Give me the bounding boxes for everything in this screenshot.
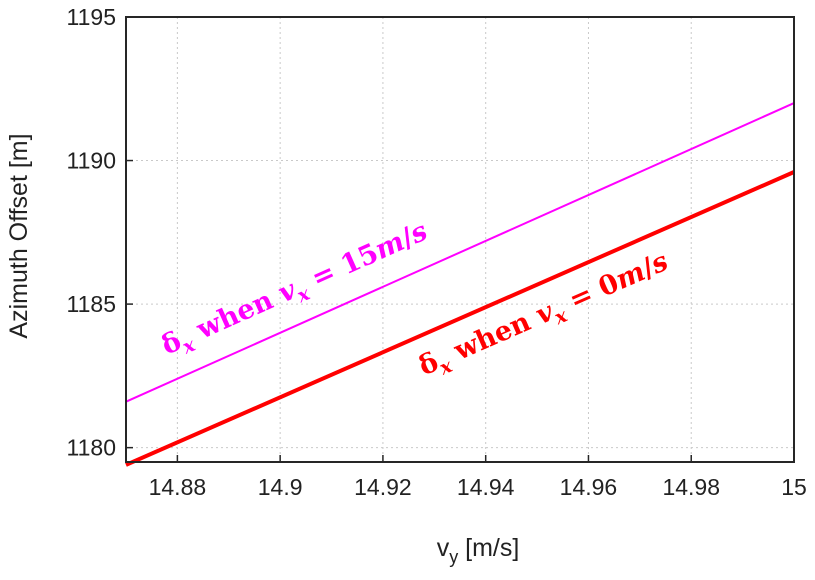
x-tick-label: 14.96 bbox=[560, 474, 618, 500]
x-tick-label: 14.98 bbox=[662, 474, 720, 500]
series-label-vx-0: δx when vx = 0m/s bbox=[414, 246, 675, 387]
x-tick-label: 14.88 bbox=[149, 474, 207, 500]
plot-frame bbox=[125, 16, 795, 463]
y-axis-label: Azimuth Offset [m] bbox=[5, 133, 33, 338]
x-tick-label: 14.9 bbox=[258, 474, 303, 500]
x-tick-label: 15 bbox=[781, 474, 807, 500]
grid-lines bbox=[126, 16, 795, 462]
axis-ticks: 14.88 14.9 14.92 14.94 14.96 14.98 15 1180 1185 1… bbox=[67, 4, 807, 500]
y-tick-label: 1180 bbox=[67, 435, 116, 461]
y-tick-label: 1195 bbox=[67, 4, 116, 30]
x-tick-label: 14.92 bbox=[354, 474, 412, 500]
series-line-1 bbox=[125, 170, 795, 467]
x-axis-label: vy [m/s] bbox=[437, 534, 520, 567]
y-tick-label: 1190 bbox=[67, 148, 116, 174]
x-tick-label: 14.94 bbox=[457, 474, 515, 500]
y-tick-label: 1185 bbox=[67, 291, 116, 317]
series-line-0 bbox=[125, 102, 795, 403]
series-lines bbox=[125, 102, 795, 467]
series-label-vx-15: δx when vx = 15m/s bbox=[157, 216, 434, 366]
